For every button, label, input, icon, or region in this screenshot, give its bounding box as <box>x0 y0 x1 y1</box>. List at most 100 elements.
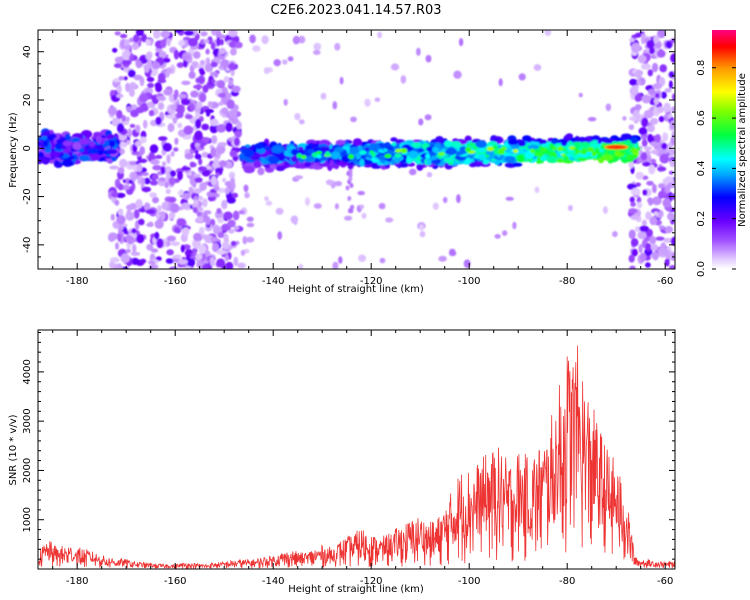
heatmap-cell <box>424 114 432 121</box>
heatmap-cell <box>219 160 227 168</box>
heatmap-cell <box>184 153 194 160</box>
heatmap-cell <box>275 207 284 215</box>
heatmap-cell <box>445 148 457 156</box>
heatmap-cell <box>136 0 143 3</box>
heatmap-cell <box>153 30 161 39</box>
heatmap-cell <box>201 264 209 269</box>
heatmap-cell <box>633 0 639 3</box>
heatmap-cell <box>664 258 670 267</box>
heatmap-cell <box>158 0 169 4</box>
heatmap-cell <box>106 134 115 140</box>
heatmap-cell <box>204 0 213 3</box>
heatmap-cell <box>374 97 381 102</box>
heatmap-cell <box>658 0 668 2</box>
heatmap-cell <box>233 225 240 231</box>
heatmap-cell <box>124 0 131 3</box>
heatmap-cell <box>123 0 130 4</box>
heatmap-cell <box>108 0 119 3</box>
heatmap-cell <box>178 259 188 265</box>
y-tick-label: 20 <box>22 94 33 107</box>
heatmap-cell <box>170 0 175 3</box>
heatmap-cell <box>159 0 169 3</box>
snr-x-axis: -180 -160 -140 -120 -100 -80 -60 <box>52 330 673 587</box>
heatmap-cell <box>154 0 165 3</box>
heatmap-cell <box>124 0 129 4</box>
heatmap-cell <box>345 185 350 191</box>
heatmap-cell <box>175 0 180 3</box>
heatmap-cell <box>183 0 190 2</box>
heatmap-cell <box>625 0 637 3</box>
heatmap-cell <box>661 0 667 4</box>
heatmap-cell <box>499 147 508 151</box>
heatmap-cell <box>655 236 665 241</box>
heatmap-cell <box>134 0 145 4</box>
heatmap-cell <box>199 0 205 4</box>
heatmap-cell <box>198 158 203 166</box>
heatmap-cell <box>664 0 673 4</box>
heatmap-cell <box>205 216 211 226</box>
heatmap-cell <box>181 0 192 4</box>
heatmap-cell <box>203 39 210 44</box>
heatmap-cell <box>210 42 216 50</box>
heatmap-cell <box>627 0 636 2</box>
y-tick-label: -20 <box>22 188 33 204</box>
heatmap-cell <box>118 0 124 3</box>
heatmap-cell <box>212 0 221 3</box>
heatmap-cell <box>42 140 49 147</box>
heatmap-cell <box>155 154 163 159</box>
heatmap-cell <box>220 0 230 2</box>
heatmap-cell <box>210 0 221 2</box>
heatmap-cell <box>170 0 179 2</box>
heatmap-cell <box>108 0 115 4</box>
heatmap-cell <box>193 0 203 2</box>
heatmap-cell <box>157 72 166 83</box>
heatmap-cell <box>141 186 152 193</box>
heatmap-cell <box>394 157 400 164</box>
heatmap-cell <box>148 0 153 4</box>
heatmap-cell <box>114 31 121 36</box>
heatmap-cell <box>184 0 190 2</box>
heatmap-cell <box>664 0 674 2</box>
heatmap-cell <box>200 0 206 2</box>
heatmap-cell <box>131 0 140 3</box>
heatmap-cell <box>534 186 540 194</box>
heatmap-cell <box>658 191 665 199</box>
heatmap-cell <box>125 211 135 221</box>
heatmap-cell <box>645 262 651 268</box>
heatmap-cell <box>641 0 651 4</box>
heatmap-cell <box>167 0 175 2</box>
heatmap-cell <box>173 226 181 234</box>
heatmap-cell <box>630 0 641 3</box>
heatmap-cell <box>150 248 159 253</box>
heatmap-cell <box>135 0 144 4</box>
heatmap-cell <box>634 0 644 2</box>
heatmap-cell <box>211 0 217 3</box>
heatmap-cell <box>164 0 172 3</box>
heatmap-cell <box>169 0 177 3</box>
heatmap-cell <box>638 0 644 3</box>
heatmap-cell <box>198 244 207 254</box>
heatmap-cell <box>652 0 661 3</box>
heatmap-cell <box>192 0 202 4</box>
heatmap-cell <box>638 0 649 3</box>
heatmap-cell <box>198 0 205 4</box>
heatmap-cell <box>533 64 542 71</box>
heatmap-cell <box>635 0 642 3</box>
heatmap-cell <box>188 186 194 195</box>
heatmap-cell <box>313 42 322 51</box>
heatmap-cell <box>208 0 213 4</box>
heatmap-cell <box>155 116 162 126</box>
heatmap-cell <box>160 30 171 38</box>
heatmap-cell <box>658 0 668 3</box>
heatmap-cell <box>254 143 264 150</box>
heatmap-cell <box>232 0 238 4</box>
heatmap-cell <box>621 133 632 139</box>
heatmap-cell <box>188 0 198 4</box>
heatmap-cell <box>646 0 655 3</box>
x-tick-label: -180 <box>66 276 89 287</box>
heatmap-cell <box>139 0 147 3</box>
heatmap-cell <box>235 0 241 4</box>
x-tick-label: -80 <box>559 276 575 287</box>
heatmap-cell <box>645 0 654 4</box>
